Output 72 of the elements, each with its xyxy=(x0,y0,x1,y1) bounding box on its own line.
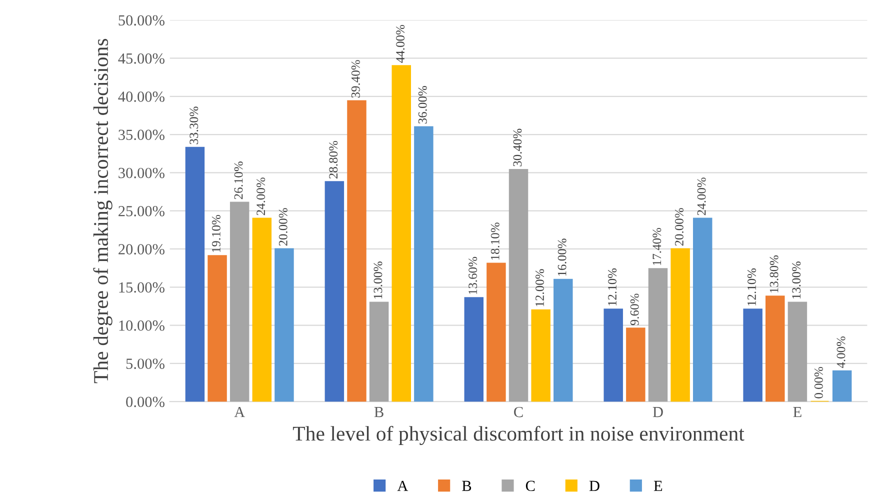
y-axis-title: The degree of making incorrect decisions xyxy=(93,38,112,384)
data-label: 18.10% xyxy=(490,222,500,260)
legend-label: B xyxy=(462,480,472,491)
data-label: 24.00% xyxy=(256,178,266,216)
data-label: 12.10% xyxy=(748,268,756,306)
bar xyxy=(692,218,712,402)
y-tick-label: 25.00% xyxy=(118,206,164,216)
data-label: 0.00% xyxy=(814,366,823,398)
data-label: 9.60% xyxy=(630,294,639,326)
data-label: 13.80% xyxy=(770,255,778,292)
bar xyxy=(392,65,411,402)
bar xyxy=(832,370,852,402)
y-tick-label: 45.00% xyxy=(118,53,164,64)
y-tick-label: 15.00% xyxy=(119,282,164,293)
data-label: 44.00% xyxy=(396,24,405,63)
y-tick-label: 40.00% xyxy=(118,92,164,102)
bar xyxy=(414,126,434,402)
bar xyxy=(508,168,528,402)
data-label: 30.40% xyxy=(513,128,522,166)
data-label: 16.00% xyxy=(558,238,566,276)
data-label: 36.00% xyxy=(418,86,427,124)
x-tick-label: D xyxy=(652,407,663,418)
bar xyxy=(252,218,272,402)
bar xyxy=(766,296,785,402)
bar xyxy=(274,248,294,402)
bar xyxy=(604,308,623,402)
x-tick-label: B xyxy=(374,407,384,418)
x-tick-label: C xyxy=(514,406,523,418)
data-label: 12.10% xyxy=(608,268,617,306)
y-tick-label: 35.00% xyxy=(118,130,164,140)
y-tick-label: 5.00% xyxy=(126,358,164,369)
bar xyxy=(185,146,205,402)
bar xyxy=(347,100,366,402)
y-tick-label: 50.00% xyxy=(118,15,164,26)
bar xyxy=(486,262,506,402)
bar xyxy=(230,202,250,402)
bar xyxy=(743,308,762,402)
data-label: 26.10% xyxy=(234,162,243,200)
data-label: 24.00% xyxy=(697,178,706,216)
data-label: 17.40% xyxy=(652,228,662,265)
x-tick-label: E xyxy=(793,407,802,418)
data-label: 13.00% xyxy=(374,262,382,299)
bar xyxy=(464,297,484,402)
data-label: 19.10% xyxy=(212,214,220,252)
bar xyxy=(531,309,550,402)
y-tick-label: 0.00% xyxy=(126,396,164,408)
data-label: 39.40% xyxy=(351,60,360,98)
y-tick-label: 30.00% xyxy=(118,168,164,178)
data-label: 28.80% xyxy=(329,140,338,179)
data-label: 33.30% xyxy=(190,106,198,144)
data-label: 13.00% xyxy=(792,262,801,299)
bar xyxy=(648,268,668,402)
data-label: 20.00% xyxy=(674,208,684,246)
bar xyxy=(324,181,344,402)
x-tick-label: A xyxy=(234,406,245,418)
bar xyxy=(208,255,227,402)
legend-label: D xyxy=(589,480,600,491)
y-tick-label: 20.00% xyxy=(118,244,164,255)
data-label: 4.00% xyxy=(836,336,846,368)
bar xyxy=(626,328,646,402)
y-tick-label: 10.00% xyxy=(119,320,164,331)
legend-label: C xyxy=(526,480,535,492)
bar xyxy=(554,278,573,402)
bar xyxy=(670,248,690,402)
legend-label: E xyxy=(654,480,662,491)
legend-label: A xyxy=(397,480,408,491)
x-axis-title: The level of physical discomfort in noise environment xyxy=(292,426,744,446)
data-label: 20.00% xyxy=(278,208,288,246)
bar xyxy=(369,302,389,402)
bar xyxy=(788,302,808,402)
data-label: 12.00% xyxy=(536,269,544,306)
data-label: 13.60% xyxy=(468,256,478,294)
